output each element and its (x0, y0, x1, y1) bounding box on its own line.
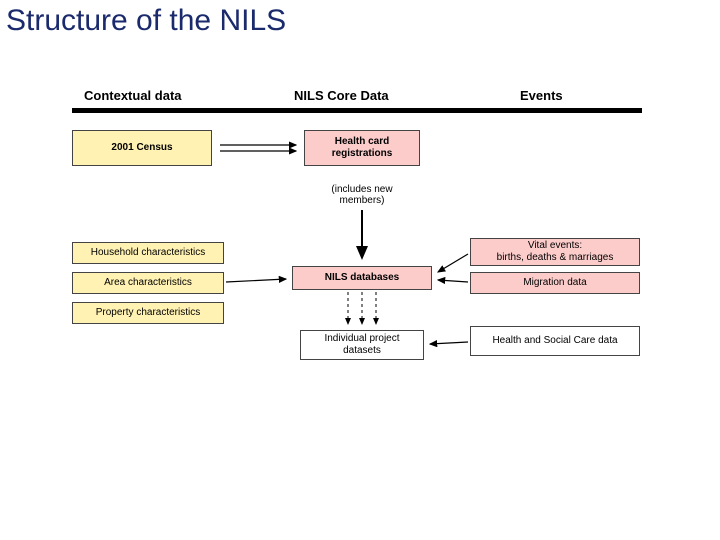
box-indiv: Individual project datasets (300, 330, 424, 360)
box-household: Household characteristics (72, 242, 224, 264)
header-core: NILS Core Data (294, 88, 389, 103)
box-healthcard: Health card registrations (304, 130, 420, 166)
box-property: Property characteristics (72, 302, 224, 324)
header-bar (72, 108, 642, 113)
box-vital: Vital events: births, deaths & marriages (470, 238, 640, 266)
box-nilsdb: NILS databases (292, 266, 432, 290)
box-area: Area characteristics (72, 272, 224, 294)
note-includes: (includes new members) (312, 184, 412, 206)
header-contextual: Contextual data (84, 88, 182, 103)
page-title: Structure of the NILS (6, 4, 286, 38)
box-census: 2001 Census (72, 130, 212, 166)
diagram-canvas: Contextual data NILS Core Data Events 20… (72, 82, 662, 432)
box-hsc: Health and Social Care data (470, 326, 640, 356)
header-events: Events (520, 88, 563, 103)
box-migration: Migration data (470, 272, 640, 294)
